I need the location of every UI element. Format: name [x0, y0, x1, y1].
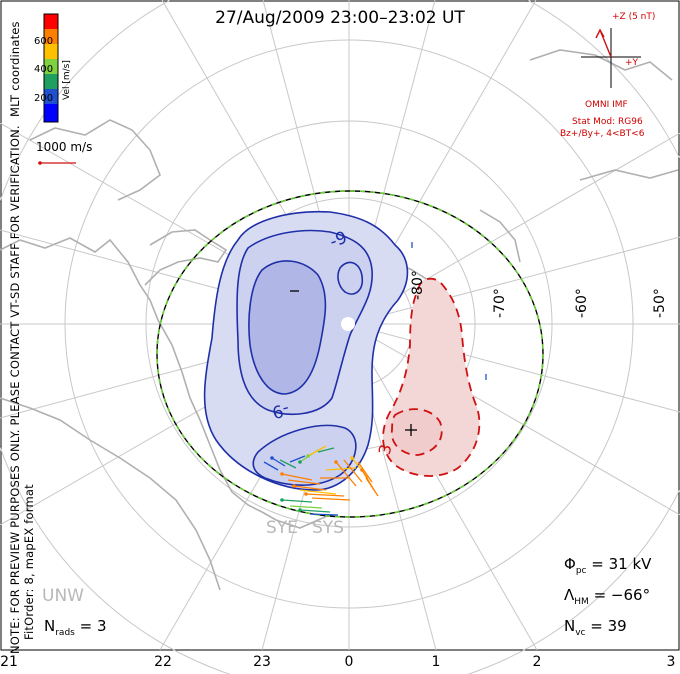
colorbar-label: Vel [m/s]: [62, 60, 72, 100]
lambda-value: −66°: [610, 586, 651, 604]
radar-label-unw: UNW: [42, 586, 84, 606]
coastlines: [0, 49, 679, 591]
mlt-tick-0: 0: [344, 654, 354, 670]
nrads-value: 3: [96, 617, 107, 635]
scale-vector-label: 1000 m/s: [36, 140, 93, 154]
phi-value: 31 kV: [608, 555, 652, 573]
mlt-tick-22: 22: [154, 654, 172, 670]
fit-order-label: FitOrder: 8, mapEX format: [22, 484, 36, 640]
scale-vector: [38, 161, 76, 165]
potential-extrema: [290, 290, 417, 436]
magnetic-pole-marker: [341, 317, 355, 331]
radar-label-sye: SYE: [266, 518, 298, 538]
lat-label-80: -80°: [410, 270, 426, 300]
imf-condition-label: Bz+/By+, 4<BT<6: [560, 129, 645, 139]
mlt-tick-1: 1: [431, 654, 441, 670]
lat-label-70: -70°: [492, 288, 508, 318]
mlt-tick-3: 3: [666, 654, 676, 670]
positive-convection-cell: [382, 277, 481, 477]
nvc-value: 39: [607, 617, 627, 635]
mlt-tick-23: 23: [253, 654, 271, 670]
velocity-vector-origins: [270, 454, 364, 512]
imf-y-label: +Y: [625, 58, 639, 68]
imf-dial: [581, 28, 641, 88]
radar-count: Nrads = 3: [44, 617, 107, 638]
imf-source-label: OMNI IMF: [585, 100, 628, 110]
imf-z-label: +Z (5 nT): [612, 12, 656, 22]
hmb-latitude: ΛHM = −66°: [564, 586, 651, 607]
stat-model-label: Stat Mod: RG96: [572, 117, 643, 127]
colorbar-tick-200: 200: [34, 93, 54, 104]
vector-count: Nvc = 39: [564, 617, 627, 638]
lat-label-50: -50°: [652, 288, 668, 318]
mlt-tick-21: 21: [0, 654, 18, 670]
preview-note: NOTE: FOR PREVIEW PURPOSES ONLY. PLEASE …: [8, 125, 22, 654]
hmb-boundary-green: [156, 190, 544, 518]
negative-convection-cell: [203, 210, 409, 491]
plot-frame: [0, 0, 680, 651]
lat-label-60: -60°: [574, 288, 590, 318]
radar-label-sys: SYS: [312, 518, 344, 538]
colorbar-tick-600: 600: [34, 36, 54, 47]
map-title: 27/Aug/2009 23:00–23:02 UT: [215, 8, 465, 28]
colorbar-tick-400: 400: [34, 64, 54, 75]
coordinates-label: MLT coordinates: [8, 21, 22, 117]
cross-polar-potential: Φpc = 31 kV: [564, 555, 652, 576]
velocity-vectors: [263, 242, 487, 516]
velocity-colorbar: [43, 13, 59, 123]
mlt-tick-2: 2: [532, 654, 542, 670]
